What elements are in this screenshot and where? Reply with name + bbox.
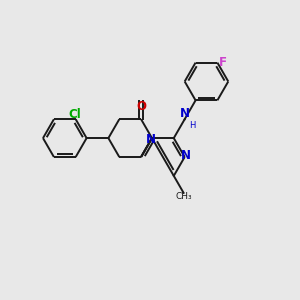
Text: H: H (189, 121, 195, 130)
Text: F: F (219, 56, 227, 69)
Text: N: N (181, 149, 191, 163)
Text: Cl: Cl (68, 108, 81, 121)
Text: O: O (136, 100, 146, 113)
Text: CH₃: CH₃ (175, 192, 192, 201)
Text: N: N (180, 107, 190, 120)
Text: N: N (146, 133, 156, 146)
